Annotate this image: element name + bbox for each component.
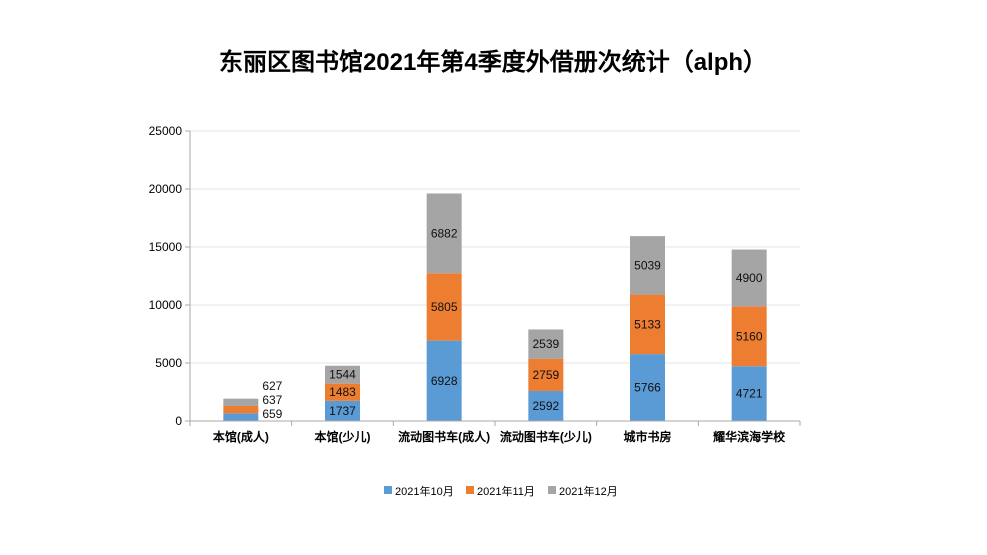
bar-segment (528, 329, 564, 359)
legend-swatch (466, 486, 474, 494)
bar-segment (731, 249, 767, 307)
data-label: 5133 (634, 317, 661, 331)
data-label: 5160 (736, 329, 763, 343)
bar-segment (426, 340, 462, 421)
y-tick-label: 5000 (155, 356, 182, 370)
data-label: 1737 (329, 404, 356, 418)
data-label: 627 (262, 379, 282, 393)
chart-title: 东丽区图书馆2021年第4季度外借册次统计（alph） (219, 48, 767, 76)
bar-segment (223, 413, 259, 421)
y-tick-label: 25000 (149, 124, 183, 138)
data-label: 2592 (532, 399, 559, 413)
data-label: 2759 (532, 368, 559, 382)
bar-segment (528, 390, 564, 421)
bar-segment (426, 273, 462, 341)
data-label: 1544 (329, 368, 356, 382)
bar-segment (325, 365, 360, 384)
data-label: 5039 (634, 258, 661, 272)
x-tick-label: 流动图书车(成人) (398, 429, 490, 444)
data-label: 6928 (431, 374, 458, 388)
x-tick-label: 本馆(成人) (213, 429, 269, 444)
y-tick-label: 10000 (149, 298, 183, 312)
data-label: 6882 (431, 226, 458, 240)
bar-segment (325, 383, 360, 401)
data-label: 659 (262, 407, 282, 421)
bar-segment (731, 366, 767, 421)
bar-segment (630, 236, 665, 295)
data-label: 637 (262, 393, 282, 407)
data-label: 1483 (329, 385, 356, 399)
bar-segment (731, 306, 767, 367)
legend-label: 2021年11月 (477, 484, 535, 498)
bar-segment (630, 354, 665, 421)
y-tick-label: 20000 (149, 182, 183, 196)
x-tick-label: 本馆(少儿) (315, 429, 371, 444)
data-label: 5766 (634, 381, 661, 395)
bar-segment (426, 193, 462, 274)
legend-label: 2021年12月 (559, 484, 618, 498)
legend-label: 2021年10月 (395, 484, 454, 498)
bar-segment (223, 405, 259, 414)
bar-segment (528, 358, 564, 391)
bar-segment (630, 294, 665, 355)
x-tick-label: 耀华滨海学校 (712, 429, 786, 444)
data-label: 4900 (736, 271, 763, 285)
data-label: 2539 (532, 337, 559, 351)
y-tick-label: 15000 (149, 240, 183, 254)
legend-swatch (384, 486, 392, 494)
legend-swatch (548, 486, 556, 494)
data-label: 5805 (431, 300, 458, 314)
bar-segment (223, 398, 259, 406)
data-label: 4721 (736, 387, 763, 401)
x-tick-label: 流动图书车(少儿) (500, 429, 592, 444)
bar-segment (325, 400, 360, 421)
y-tick-label: 0 (175, 414, 182, 428)
x-tick-label: 城市书房 (623, 429, 671, 444)
